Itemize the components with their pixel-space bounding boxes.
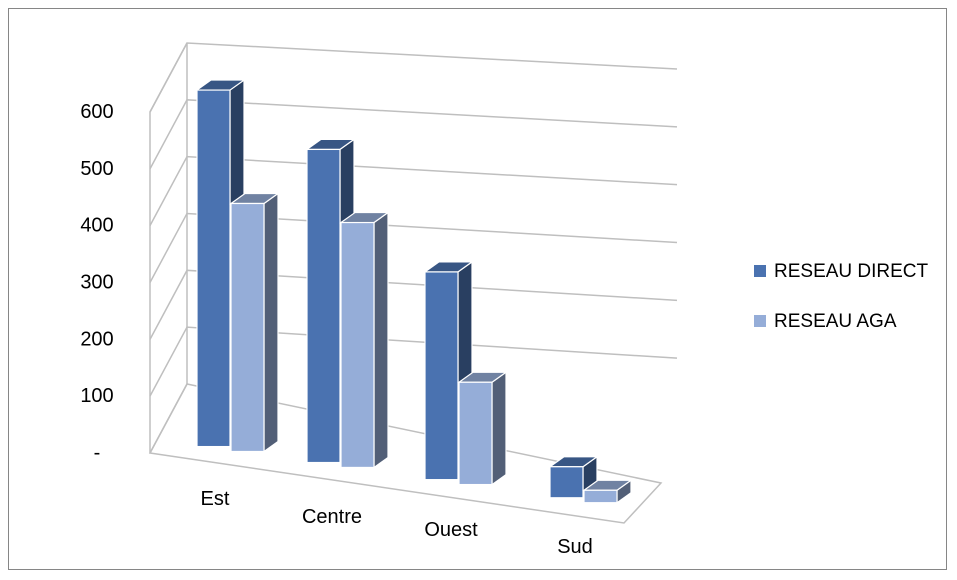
bar-front bbox=[549, 466, 584, 499]
gridline bbox=[149, 42, 678, 113]
y-axis-ticks: - 100 200 300 400 500 600 bbox=[80, 101, 113, 464]
bar bbox=[339, 211, 390, 469]
gridline bbox=[149, 155, 678, 227]
bar-front bbox=[306, 148, 341, 464]
legend-swatch bbox=[754, 265, 766, 277]
y-tick-label: 500 bbox=[80, 158, 113, 180]
bar bbox=[423, 260, 474, 481]
bar-side bbox=[491, 371, 507, 486]
gridline bbox=[149, 212, 678, 283]
bar bbox=[229, 192, 280, 453]
x-tick-label: Ouest bbox=[424, 519, 478, 541]
x-tick-label: Centre bbox=[302, 506, 362, 528]
gridlines bbox=[149, 42, 678, 397]
bar-front bbox=[583, 489, 618, 504]
bar bbox=[582, 479, 633, 504]
x-tick-label: Sud bbox=[557, 536, 593, 558]
bar-front bbox=[424, 271, 459, 481]
y-tick-label: 200 bbox=[80, 328, 113, 350]
legend-label: RESEAU AGA bbox=[774, 311, 897, 332]
bar bbox=[548, 455, 599, 499]
floor bbox=[148, 383, 663, 524]
gridline bbox=[149, 269, 678, 340]
bars bbox=[195, 78, 633, 504]
x-axis-labels: Est Centre Ouest Sud bbox=[201, 488, 593, 558]
y-tick-label: 600 bbox=[80, 101, 113, 123]
bar-front bbox=[458, 381, 493, 486]
bar-front bbox=[230, 202, 265, 453]
bar-side bbox=[263, 192, 279, 453]
bar-side bbox=[373, 211, 389, 469]
legend: RESEAU DIRECT RESEAU AGA bbox=[754, 261, 929, 332]
bar-front bbox=[340, 221, 375, 469]
y-tick-label: - bbox=[94, 442, 101, 464]
bar-front bbox=[196, 89, 231, 448]
gridline bbox=[149, 99, 678, 170]
y-tick-label: 400 bbox=[80, 215, 113, 237]
bar bbox=[457, 371, 508, 486]
legend-label: RESEAU DIRECT bbox=[774, 261, 929, 282]
x-tick-label: Est bbox=[201, 488, 230, 510]
legend-swatch bbox=[754, 315, 766, 327]
gridline bbox=[149, 326, 678, 397]
y-tick-label: 300 bbox=[80, 272, 113, 294]
y-tick-label: 100 bbox=[80, 385, 113, 407]
